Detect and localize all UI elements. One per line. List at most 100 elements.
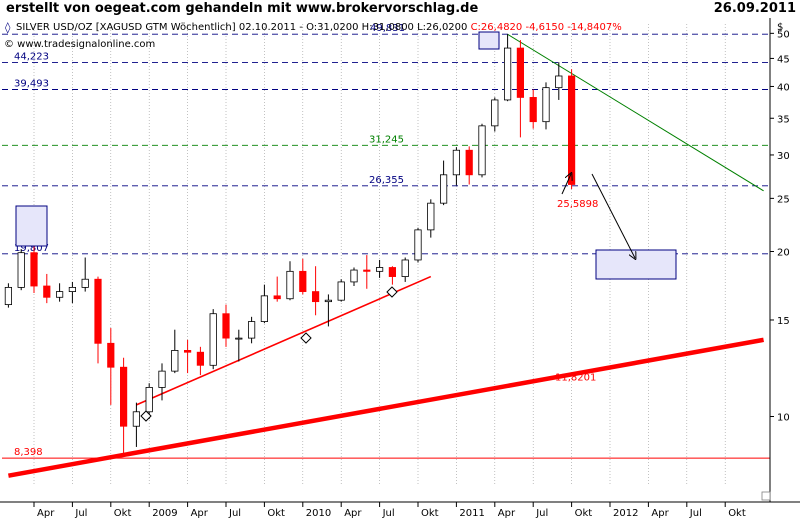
- candle-body: [491, 99, 499, 127]
- candle-body: [222, 313, 230, 339]
- header-date: 26.09.2011: [713, 1, 796, 16]
- touch-diamond-icon: [386, 286, 398, 298]
- resize-corner-icon: [761, 491, 771, 501]
- silver-chart: 49,831 44,223 39,493 31,245 26,355 19,807 8,39…: [0, 18, 800, 520]
- x-tick-label: Okt: [421, 508, 439, 519]
- candle: [516, 40, 525, 138]
- candle-body: [350, 269, 358, 283]
- candle: [529, 89, 537, 129]
- candle: [324, 294, 333, 327]
- candle: [555, 62, 563, 100]
- candle: [132, 402, 140, 447]
- trendlines: [8, 33, 764, 478]
- candle: [4, 283, 12, 308]
- candle: [568, 69, 576, 190]
- y-tick-label: 40: [777, 82, 790, 93]
- target-box: [478, 31, 500, 50]
- y-tick-label: 20: [777, 247, 790, 258]
- candle: [120, 357, 128, 456]
- candle: [491, 97, 499, 132]
- candle-body: [478, 125, 486, 176]
- candle-body: [427, 202, 435, 231]
- candle: [350, 267, 358, 287]
- y-tick-label: 50: [777, 29, 790, 40]
- candle: [375, 259, 384, 278]
- touch-diamond-icon: [300, 332, 312, 344]
- candle-body: [311, 291, 320, 303]
- y-axis-unit: $: [777, 22, 783, 33]
- x-tick-label: 2011: [459, 508, 484, 519]
- candle-body: [260, 295, 269, 322]
- candle-body: [414, 229, 422, 261]
- candle-body: [324, 299, 333, 303]
- candle: [107, 328, 115, 405]
- candle: [222, 304, 230, 347]
- level-label: 8,398: [14, 447, 43, 458]
- x-tick-label: Okt: [575, 508, 593, 519]
- axes: $10 15 20 25 30 35 40 45 50 Apr Jul Okt 2009 Apr Jul Ok…: [0, 18, 800, 519]
- candle-body: [529, 97, 537, 123]
- candle-body: [273, 295, 281, 300]
- candle: [94, 276, 102, 364]
- candle-body: [235, 337, 243, 340]
- candle-body: [196, 351, 204, 366]
- target-box: [595, 249, 677, 280]
- level-label: 39,493: [14, 79, 49, 90]
- candle-body: [209, 313, 217, 366]
- x-tick-label: 2010: [306, 508, 331, 519]
- candles: [4, 34, 576, 456]
- y-tick-label: 15: [777, 316, 790, 327]
- x-tick-label: Apr: [651, 508, 669, 519]
- annotation-marks: 25,5898 11,8201: [15, 31, 677, 422]
- candle: [260, 284, 269, 324]
- level-label: 31,245: [369, 134, 404, 145]
- candle: [337, 279, 345, 302]
- candle-body: [158, 370, 166, 388]
- candle-body: [375, 267, 384, 272]
- candle-body: [363, 269, 371, 272]
- level-label: 19,807: [14, 243, 49, 254]
- candle: [286, 261, 294, 301]
- x-tick-label: Okt: [728, 508, 746, 519]
- candle: [17, 249, 25, 291]
- candle-body: [30, 252, 38, 287]
- y-tick-label: 30: [777, 151, 790, 162]
- candle: [68, 281, 76, 304]
- level-label: 26,355: [369, 175, 404, 186]
- x-tick-label: Jul: [228, 508, 241, 519]
- x-tick-label: Okt: [267, 508, 285, 519]
- y-tick-label: 10: [777, 413, 790, 424]
- level-label: 49,831: [370, 23, 405, 34]
- candle: [247, 316, 256, 344]
- candle-body: [145, 387, 153, 413]
- target-box: [15, 205, 48, 247]
- candle-body: [286, 270, 294, 300]
- candle-body: [132, 411, 140, 427]
- candle: [235, 329, 243, 362]
- candle: [542, 82, 550, 130]
- watermark: © www.tradesignalonline.com: [4, 39, 155, 50]
- trendline-long-term-support: [8, 337, 764, 478]
- arrow-down-icon: [591, 173, 635, 258]
- candle: [503, 34, 512, 102]
- trendline-resistance: [507, 33, 764, 192]
- candle-body: [568, 75, 576, 185]
- x-tick-label: Jul: [74, 508, 87, 519]
- annotation-label: 25,5898: [557, 199, 598, 210]
- candle-body: [4, 286, 12, 306]
- candle: [311, 266, 320, 316]
- candle: [388, 266, 397, 285]
- candle: [363, 255, 371, 289]
- candle-body: [465, 149, 473, 176]
- candle: [43, 273, 51, 304]
- trendline-support: [136, 275, 432, 406]
- candle-body: [337, 281, 345, 301]
- candle: [299, 258, 307, 295]
- candle-body: [183, 350, 192, 353]
- candle-body: [171, 350, 179, 372]
- candle: [56, 283, 64, 302]
- header-title: erstellt von oegeat.com gehandeln mit ww…: [6, 1, 479, 16]
- x-tick-label: Apr: [191, 508, 209, 519]
- candle: [209, 309, 217, 370]
- x-tick-label: Apr: [344, 508, 362, 519]
